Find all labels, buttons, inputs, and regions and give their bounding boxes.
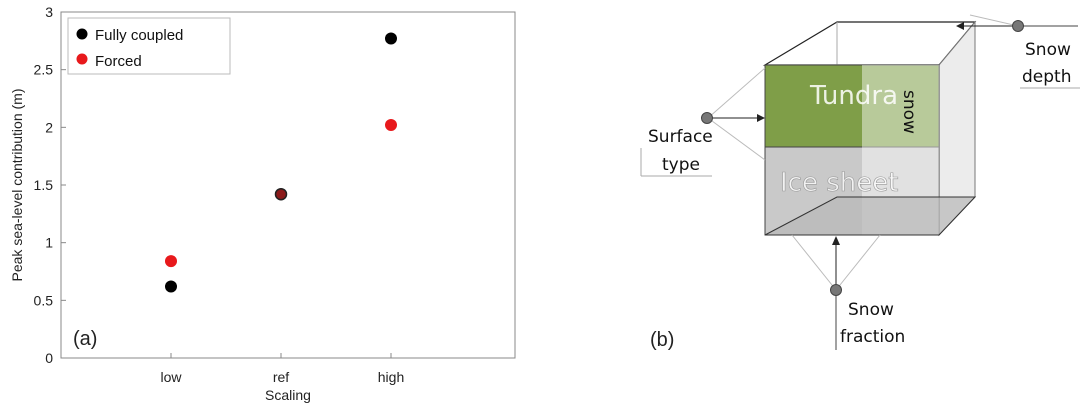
connector-line: [791, 234, 837, 291]
scatter-chart: 0 0.5 1 1.5 2 2.5 3 low ref high Peak sea-level …: [9, 4, 516, 403]
panel-label-b: (b): [650, 329, 674, 351]
connector-line: [969, 14, 1019, 27]
point-forced-ref: [274, 187, 288, 201]
y-tick-group: 0 0.5 1 1.5 2 2.5 3: [34, 4, 66, 366]
legend: Fully coupled Forced: [67, 17, 231, 75]
land-surface-diagram: Tundra Ice sheet snow Surface type Snow …: [640, 14, 1080, 351]
point-fully-coupled-high: [385, 32, 397, 45]
connector-line: [835, 234, 881, 291]
surface-type-label: Surface type: [640, 127, 713, 177]
x-tick-label-low: low: [160, 369, 182, 385]
snow-fraction-connector: [791, 234, 881, 350]
arrow-head: [757, 114, 765, 122]
ice-sheet-label: Ice sheet: [780, 168, 898, 198]
connector-line: [707, 117, 766, 161]
y-tick-label: 1: [45, 235, 53, 251]
snow-depth-label-line1: Snow: [1025, 40, 1071, 60]
tundra-block: [764, 64, 940, 148]
point-forced-high: [385, 119, 397, 132]
y-tick-label: 1.5: [34, 177, 54, 193]
legend-marker-fully-coupled: [76, 28, 88, 40]
snow-depth-label-line2: depth: [1022, 67, 1071, 87]
point-fully-coupled-low: [165, 280, 177, 293]
connector-line: [707, 67, 766, 119]
surface-type-node: [701, 112, 713, 124]
surface-type-label-line2: type: [662, 155, 700, 175]
y-tick-label: 0: [45, 350, 53, 366]
x-tick-label-high: high: [378, 369, 404, 385]
arrow-head: [956, 22, 964, 30]
snow-fraction-label-line2: fraction: [840, 327, 905, 347]
data-points: [165, 32, 397, 293]
surface-type-label-line1: Surface: [648, 127, 713, 147]
legend-label-fully-coupled: Fully coupled: [95, 27, 183, 44]
cube-top-face: [762, 21, 977, 66]
legend-marker-forced: [76, 53, 88, 65]
y-axis-label: Peak sea-level contribution (m): [9, 89, 25, 282]
tundra-label: Tundra: [809, 81, 898, 111]
x-axis-label: Scaling: [265, 387, 311, 403]
y-tick-label: 0.5: [34, 292, 54, 308]
snow-label: snow: [899, 90, 919, 134]
legend-box: [67, 17, 231, 75]
snow-depth-node: [1012, 20, 1024, 32]
x-tick-label-ref: ref: [273, 369, 289, 385]
y-tick-label: 3: [45, 4, 53, 20]
point-forced-low: [165, 255, 177, 268]
arrow-head: [832, 236, 840, 245]
legend-label-forced: Forced: [95, 53, 142, 70]
x-tick-group: low ref high: [160, 353, 404, 385]
y-tick-label: 2.5: [34, 62, 54, 78]
y-tick-label: 2: [45, 119, 53, 135]
surface-type-connector: [701, 67, 766, 161]
snow-depth-connector: [956, 14, 1078, 32]
snow-fraction-label-line1: Snow: [848, 300, 894, 320]
snow-fraction-node: [830, 284, 842, 296]
cube-bottom-face: [764, 196, 977, 236]
panel-label-a: (a): [73, 328, 97, 350]
